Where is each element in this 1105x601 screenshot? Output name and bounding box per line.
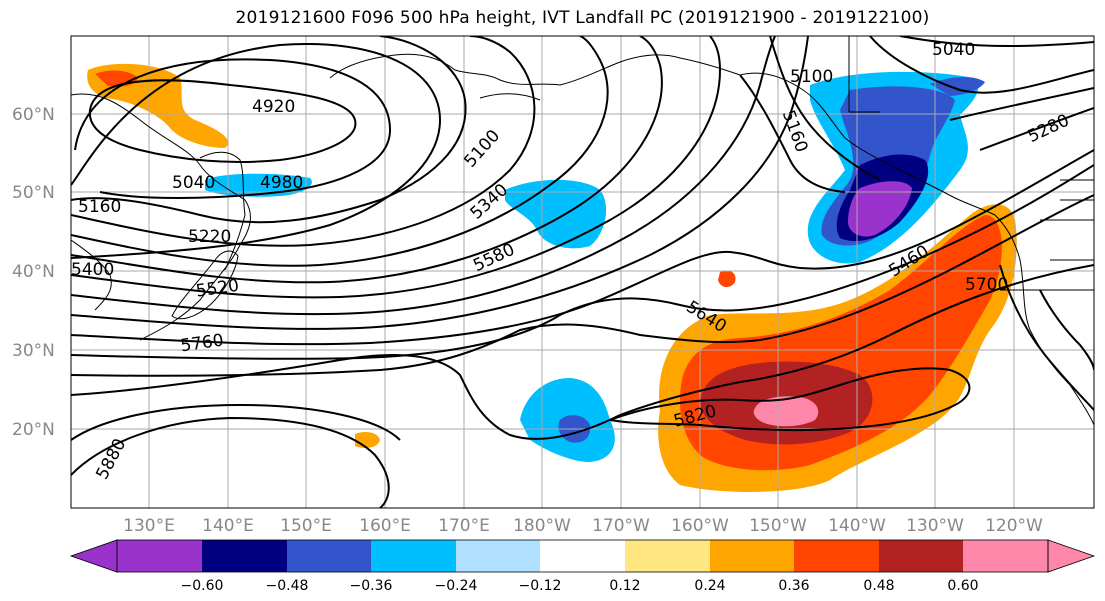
contour-label: 5220 [188,227,231,247]
lon-tick: 160°W [671,516,729,536]
lon-tick: 140°E [202,516,254,536]
colorbar-segment [710,540,794,572]
lat-tick: 30°N [12,341,55,361]
map-frame [70,35,1095,509]
lon-tick: 170°E [438,516,490,536]
colorbar-tick: 0.48 [863,578,894,594]
ivt-shading [87,63,1017,492]
colorbar-tick: 0.12 [609,578,640,594]
lon-tick: 120°W [985,516,1043,536]
contour-label: 5160 [78,197,121,217]
coastlines [71,36,1094,426]
lat-tick: 20°N [12,420,55,440]
lon-tick-labels: 130°E 140°E 150°E 160°E 170°E 180°W 170°… [123,516,1043,536]
lat-tick: 40°N [12,262,55,282]
map-panel: 4920 4980 5040 5100 5160 5220 5280 5340 … [71,36,1094,508]
contour-label: 5100 [790,67,833,87]
lon-tick: 180°W [513,516,571,536]
lon-tick: 130°W [906,516,964,536]
colorbar-segment [371,540,456,572]
lat-tick: 50°N [12,183,55,203]
colorbar-segment [202,540,287,572]
colorbar-segment [963,540,1048,572]
contour-label: 5040 [172,173,215,193]
colorbar-tick: −0.12 [519,578,562,594]
colorbar-segment [625,540,710,572]
colorbar-segment [879,540,963,572]
colorbar-extend-low [69,539,118,573]
map-title: 2019121600 F096 500 hPa height, IVT Land… [235,8,930,28]
colorbar-extend-high [1047,539,1096,573]
colorbar-segment [456,540,540,572]
colorbar: −0.60 −0.48 −0.36 −0.24 −0.12 0.12 0.24 … [69,539,1096,594]
colorbar-tick: −0.24 [435,578,478,594]
colorbar-tick: −0.48 [266,578,309,594]
colorbar-tick: 0.36 [778,578,809,594]
colorbar-segment [794,540,879,572]
colorbar-tick: 0.24 [694,578,725,594]
contour-label: 4980 [260,173,303,193]
colorbar-segment [287,540,371,572]
lon-tick: 160°E [359,516,411,536]
colorbar-segment [540,540,625,572]
contour-label: 5040 [932,40,975,60]
contour-label: 5400 [71,260,114,280]
lon-tick: 150°E [280,516,332,536]
contour-label: 5700 [965,275,1008,295]
lon-tick: 130°E [123,516,175,536]
lat-tick-labels: 20°N 30°N 40°N 50°N 60°N [12,105,55,440]
colorbar-tick: 0.60 [947,578,978,594]
lon-tick: 140°W [828,516,886,536]
colorbar-tick: −0.36 [350,578,393,594]
colorbar-segment [117,540,202,572]
contour-label: 4920 [252,97,295,117]
height-contours [71,36,1094,508]
lon-tick: 170°W [592,516,650,536]
lon-tick: 150°W [749,516,807,536]
lat-tick: 60°N [12,105,55,125]
colorbar-tick: −0.60 [181,578,224,594]
